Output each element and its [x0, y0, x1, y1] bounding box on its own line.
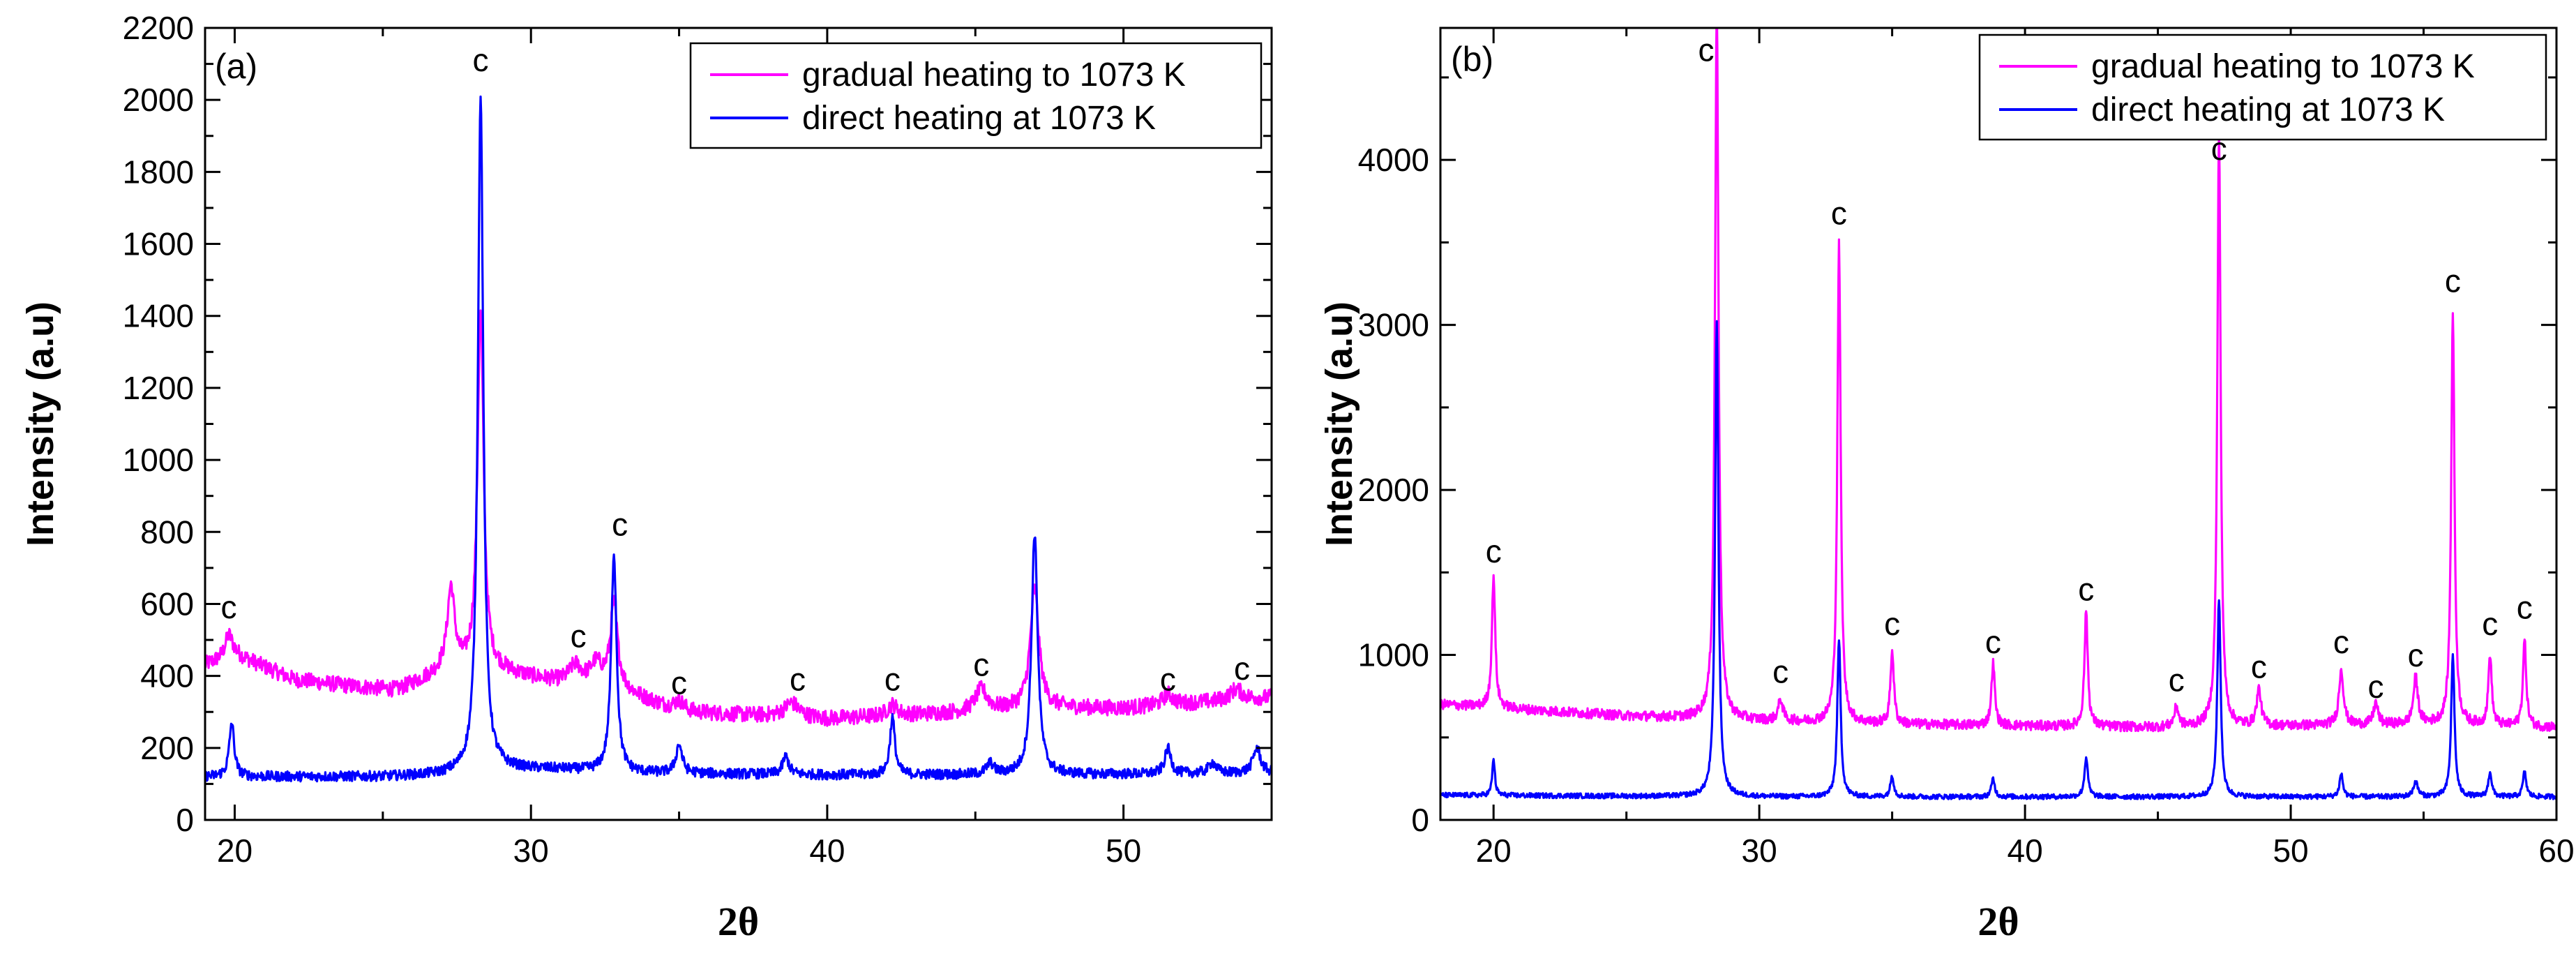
y-tick-label: 1200 — [123, 370, 194, 406]
peak-label-c: c — [612, 506, 628, 542]
panel-label: (a) — [215, 47, 257, 86]
y-axis-title: Intensity (a.u) — [1318, 301, 1360, 546]
y-tick-label: 2000 — [1358, 472, 1429, 508]
peak-label-c: c — [1831, 195, 1847, 231]
peak-label-c: c — [884, 661, 901, 697]
y-tick-label: 1400 — [123, 298, 194, 334]
peak-label-c: c — [2517, 590, 2533, 626]
y-tick-label: 0 — [1411, 802, 1429, 838]
y-tick-label: 4000 — [1358, 142, 1429, 178]
x-tick-label: 30 — [513, 832, 549, 869]
y-tick-label: 400 — [140, 658, 194, 694]
y-tick-label: 1000 — [1358, 637, 1429, 673]
legend-label-direct-heating: direct heating at 1073 K — [2091, 91, 2445, 128]
series-line-gradual-heating — [205, 309, 1272, 727]
x-tick-label: 50 — [1106, 832, 1141, 869]
chart-panel-b: 20 30 40 50 60 0 1000 2000 3000 4000 2θ Intensity (… — [1318, 27, 2575, 944]
peak-label-c: c — [2333, 624, 2349, 660]
panel-label: (b) — [1451, 40, 1493, 79]
peak-label-c: c — [2169, 662, 2185, 699]
peak-label-c: c — [472, 42, 488, 78]
y-tick-label: 1600 — [123, 226, 194, 262]
peak-label-c: c — [1772, 654, 1788, 690]
peak-label-c: c — [1884, 606, 1900, 642]
y-tick-label: 0 — [176, 802, 194, 838]
x-tick-label: 40 — [809, 832, 845, 869]
x-axis-title: 2θ — [1978, 899, 2019, 944]
y-tick-label: 2200 — [123, 10, 194, 46]
y-tick-label: 800 — [140, 514, 194, 550]
peak-label-c: c — [1985, 624, 2001, 660]
plot-frame — [1439, 27, 2558, 821]
x-tick-label: 50 — [2273, 832, 2308, 869]
peak-label-c: c — [2408, 637, 2424, 673]
chart-panel-a: 20 30 40 50 0 200 400 600 800 1000 1200 1400 1600 180… — [20, 10, 1273, 944]
peak-label-c: c — [790, 661, 806, 697]
x-tick-label: 20 — [217, 832, 253, 869]
x-tick-label: 60 — [2538, 832, 2574, 869]
legend-box — [1978, 33, 2547, 141]
series-line-gradual-heating — [1440, 28, 2556, 733]
y-tick-label: 2000 — [123, 82, 194, 118]
peak-label-c: c — [2251, 649, 2267, 685]
peak-label-c: c — [1698, 31, 1714, 68]
legend-box — [689, 42, 1263, 149]
y-tick-label: 1000 — [123, 442, 194, 478]
y-tick-label: 600 — [140, 585, 194, 622]
peak-label-c: c — [2482, 606, 2498, 642]
peak-label-c: c — [2445, 262, 2461, 299]
legend: gradual heating to 1073 K direct heating … — [689, 42, 1263, 149]
series-line-direct-heating — [1440, 320, 2556, 800]
legend: gradual heating to 1073 K direct heating … — [1978, 33, 2547, 141]
series-line-direct-heating — [205, 95, 1272, 783]
peak-label-c: c — [1486, 533, 1502, 569]
x-axis-title: 2θ — [718, 899, 759, 944]
y-tick-label: 200 — [140, 730, 194, 766]
peak-label-c: c — [1160, 661, 1176, 697]
legend-label-direct-heating: direct heating at 1073 K — [802, 100, 1156, 137]
x-tick-label: 30 — [1742, 832, 1777, 869]
y-tick-label: 3000 — [1358, 307, 1429, 343]
peak-label-c: c — [571, 618, 587, 654]
legend-label-gradual-heating: gradual heating to 1073 K — [802, 57, 1186, 94]
y-tick-label: 1800 — [123, 154, 194, 190]
peak-label-c: c — [2078, 572, 2094, 608]
peak-label-c: c — [671, 664, 687, 701]
peak-label-c: c — [973, 647, 989, 683]
legend-label-gradual-heating: gradual heating to 1073 K — [2091, 48, 2475, 85]
x-tick-label: 20 — [1476, 832, 1512, 869]
peak-label-c: c — [2367, 669, 2383, 705]
y-axis-title: Intensity (a.u) — [20, 301, 61, 546]
peak-label-c: c — [1234, 650, 1250, 687]
x-tick-label: 40 — [2008, 832, 2043, 869]
peak-label-c: c — [220, 589, 236, 625]
